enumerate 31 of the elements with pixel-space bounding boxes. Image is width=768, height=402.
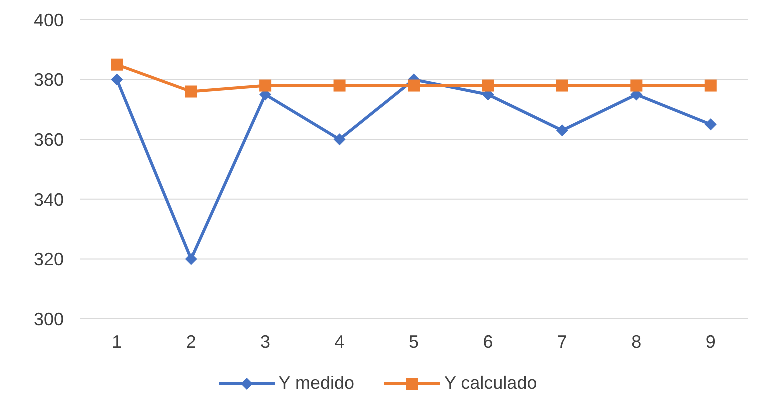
x-tick-label: 1: [112, 332, 122, 352]
legend-label: Y calculado: [444, 373, 538, 394]
point: [334, 80, 346, 92]
point: [556, 80, 568, 92]
x-tick-label: 5: [408, 332, 420, 352]
y-tick-label: 340: [34, 190, 64, 210]
point: [185, 86, 198, 98]
x-tick-label: 7: [557, 332, 568, 352]
y-tick-label: 400: [34, 10, 64, 30]
point: [704, 80, 717, 92]
x-tick-label: 4: [334, 332, 345, 352]
point: [334, 134, 346, 146]
x-tick-label: 8: [632, 332, 642, 352]
y-tick-label: 300: [34, 309, 64, 330]
y-tick-label: 360: [34, 130, 64, 150]
y-tick-label: 380: [34, 70, 64, 90]
legend-label: Y medido: [278, 373, 354, 394]
point: [482, 80, 494, 92]
point: [630, 80, 643, 92]
point: [185, 253, 198, 266]
point: [704, 118, 717, 131]
x-tick-label: 6: [483, 332, 494, 352]
point: [408, 80, 420, 92]
point: [556, 124, 568, 137]
x-tick-label: 3: [260, 332, 271, 352]
point: [111, 58, 124, 71]
point: [111, 74, 124, 86]
point: [260, 80, 272, 92]
x-tick-label: 9: [706, 332, 716, 352]
x-tick-label: 2: [186, 332, 196, 352]
y-tick-label: 320: [34, 250, 64, 270]
